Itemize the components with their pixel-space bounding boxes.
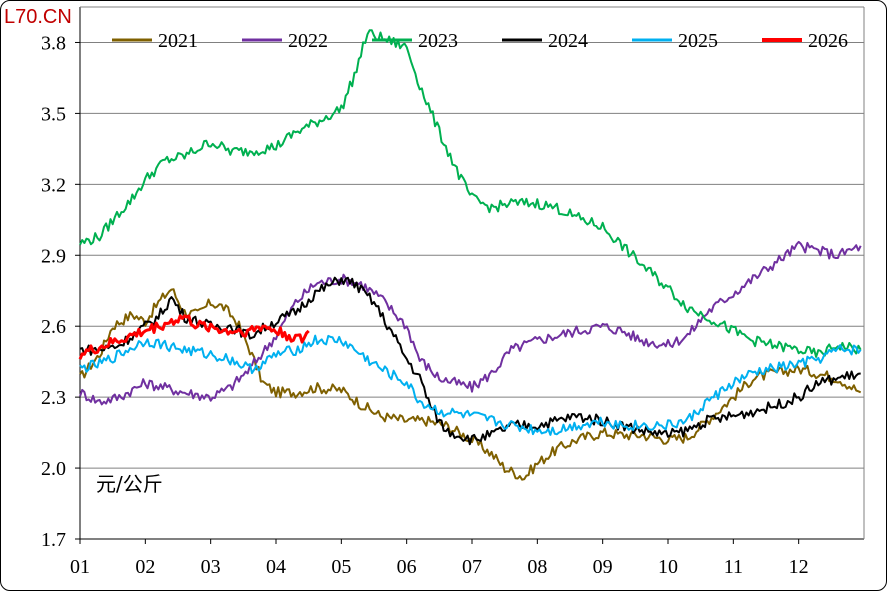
y-tick-label: 2.0 bbox=[41, 458, 66, 480]
x-axis-ticks: 01 02 03 04 05 06 07 08 09 10 11 12 bbox=[70, 539, 809, 578]
legend-label-2025: 2025 bbox=[678, 30, 718, 52]
series-line-2023 bbox=[79, 29, 862, 358]
x-tick-label: 04 bbox=[266, 556, 286, 578]
y-tick-label: 2.3 bbox=[41, 387, 66, 409]
legend-label-2023: 2023 bbox=[418, 30, 458, 52]
y-tick-label: 2.9 bbox=[41, 245, 66, 267]
series-line-2026 bbox=[78, 314, 310, 360]
axes bbox=[79, 6, 865, 540]
legend-label-2026: 2026 bbox=[808, 30, 848, 52]
legend-label-2022: 2022 bbox=[288, 30, 328, 52]
x-tick-label: 03 bbox=[201, 556, 221, 578]
legend: 2021 2022 2023 2024 2025 2026 bbox=[112, 30, 848, 52]
y-axis-unit-label: 元/公斤 bbox=[96, 472, 163, 496]
x-tick-label: 08 bbox=[527, 556, 547, 578]
x-tick-label: 09 bbox=[593, 556, 613, 578]
legend-label-2021: 2021 bbox=[158, 30, 198, 52]
series-line-2025 bbox=[79, 334, 862, 436]
x-tick-label: 12 bbox=[789, 556, 809, 578]
watermark: L70.CN bbox=[4, 6, 72, 28]
series-line-2024 bbox=[79, 276, 861, 446]
series-line-2021 bbox=[79, 288, 862, 481]
x-tick-label: 06 bbox=[397, 556, 417, 578]
x-tick-label: 10 bbox=[658, 556, 678, 578]
x-tick-label: 11 bbox=[724, 556, 743, 578]
x-tick-label: 07 bbox=[462, 556, 482, 578]
y-tick-label: 3.8 bbox=[41, 32, 66, 54]
grid-lines bbox=[80, 41, 864, 540]
y-axis-ticks: 1.7 2.0 2.3 2.6 2.9 3.2 3.5 3.8 bbox=[41, 32, 80, 551]
x-tick-label: 01 bbox=[70, 556, 90, 578]
x-tick-label: 05 bbox=[331, 556, 351, 578]
y-tick-label: 1.7 bbox=[41, 529, 66, 551]
series-lines bbox=[78, 29, 862, 481]
x-tick-label: 02 bbox=[135, 556, 155, 578]
series-line-2022 bbox=[79, 240, 862, 406]
y-tick-label: 3.5 bbox=[41, 103, 66, 125]
legend-label-2024: 2024 bbox=[548, 30, 588, 52]
y-tick-label: 3.2 bbox=[41, 174, 66, 196]
y-tick-label: 2.6 bbox=[41, 316, 66, 338]
